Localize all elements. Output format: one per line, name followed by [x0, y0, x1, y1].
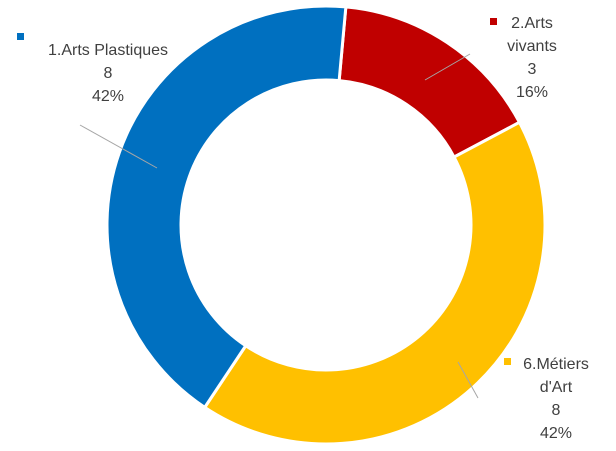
donut-slice-2 [337, 5, 522, 160]
slice-label-value-2: 3 [528, 61, 537, 78]
slice-label-percent-3: 42% [540, 425, 572, 442]
leader-line-2 [424, 53, 471, 81]
slice-label-name-line-3: d'Art [540, 379, 573, 396]
leader-line-3 [457, 361, 479, 399]
legend-key-2 [490, 18, 497, 25]
leader-line-1 [79, 124, 158, 169]
slice-label-name-line-3: 6.Métiers [523, 356, 589, 373]
slice-label-percent-1: 42% [92, 88, 124, 105]
slice-label-name-1: 1.Arts Plastiques [48, 42, 168, 59]
donut-slice-1 [105, 4, 348, 410]
slice-label-percent-2: 16% [516, 84, 548, 101]
donut-slice-3 [202, 120, 547, 446]
slice-label-name-line-2: vivants [507, 38, 557, 55]
legend-key-3 [504, 358, 511, 365]
leader-lines-layer [79, 53, 479, 399]
slice-label-value-3: 8 [552, 402, 561, 419]
slice-label-name-line-2: 2.Arts [511, 15, 553, 32]
slice-label-value-1: 8 [104, 65, 113, 82]
slices-layer [105, 4, 547, 446]
data-labels-layer: 1.Arts Plastiques 8 42% 2.Arts vivants 3 16% 6.… [17, 15, 589, 442]
legend-key-1 [17, 33, 24, 40]
